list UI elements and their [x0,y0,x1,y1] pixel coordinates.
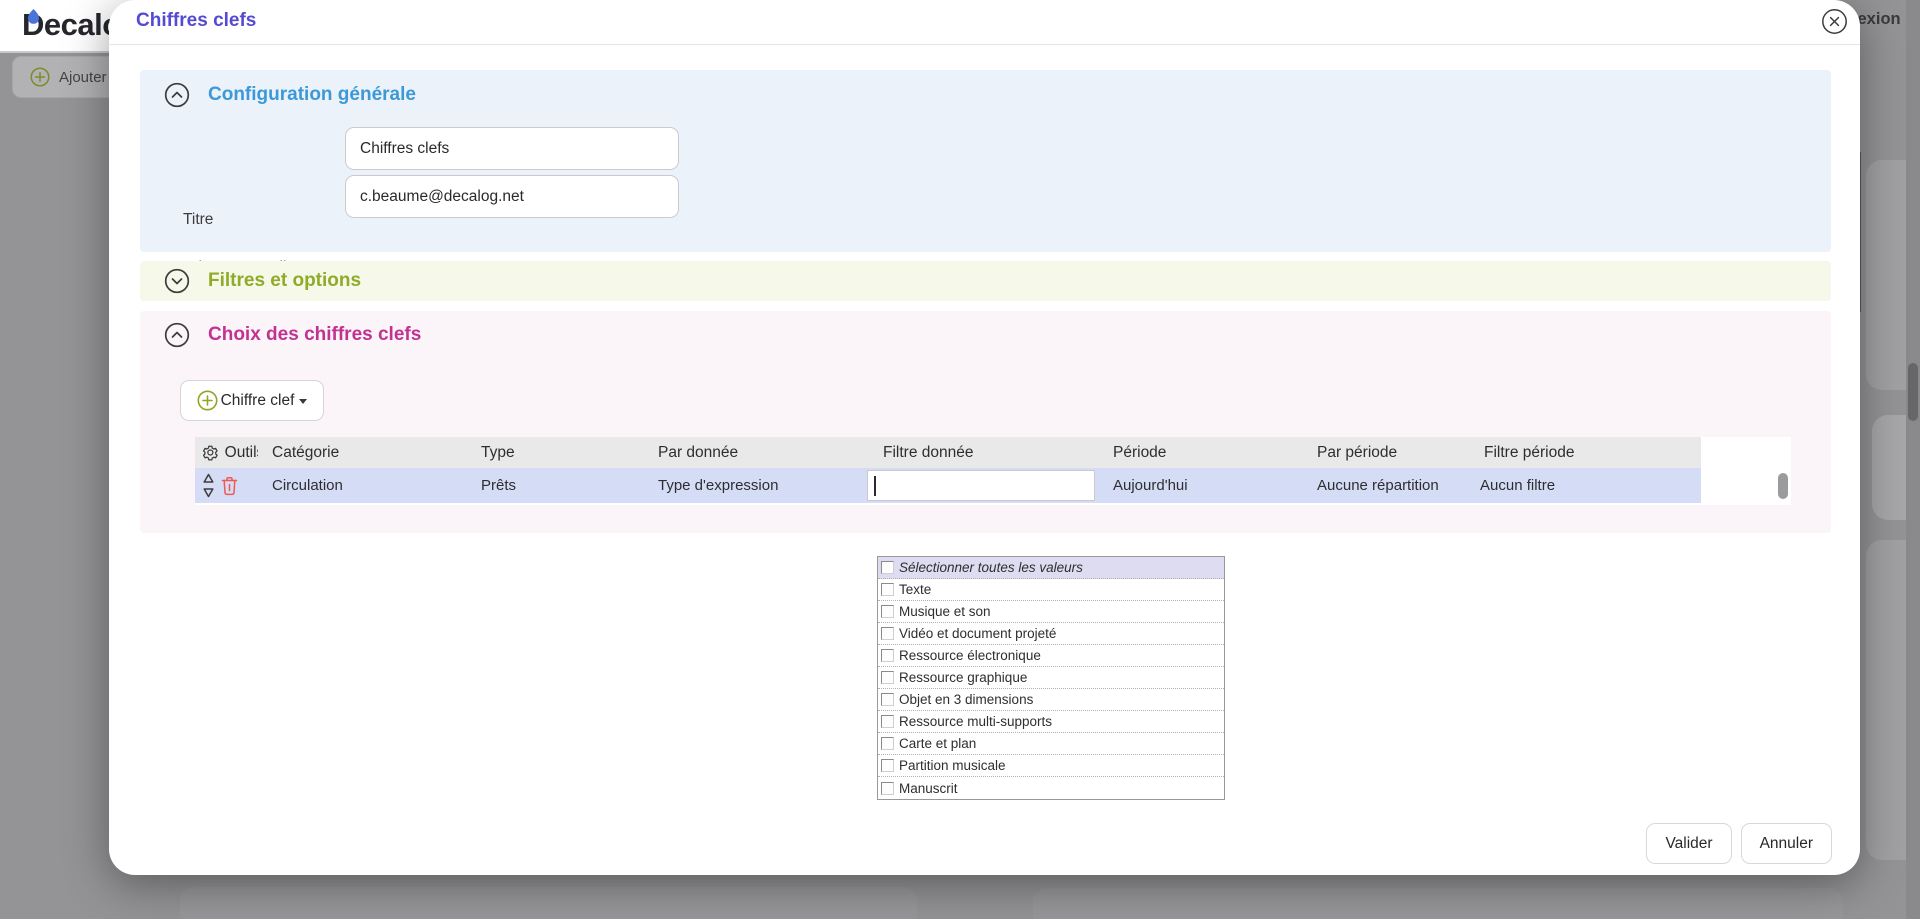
page-scrollbar[interactable] [1906,0,1920,919]
value-list-item[interactable]: Ressource électronique [878,645,1224,667]
chevron-down-circle-icon [164,268,190,294]
column-header: Période [1113,444,1167,461]
chevron-up-circle-icon [164,82,190,108]
checkbox-icon[interactable] [881,693,894,706]
plus-circle-icon [30,67,50,87]
value-list-item[interactable]: Ressource graphique [878,667,1224,689]
value-list-item[interactable]: Ressource multi-supports [878,711,1224,733]
section-filters-header[interactable]: Filtres et options [164,268,361,294]
checkbox-icon[interactable] [881,781,894,795]
row-periode: Aujourd'hui [1113,477,1188,494]
value-list-item[interactable]: Musique et son [878,601,1224,623]
background-card [180,887,917,919]
caret-down-icon [299,399,308,404]
checkbox-icon[interactable] [881,583,894,596]
header-divider [0,51,109,53]
logo-drop-icon [27,9,40,30]
add-button-label: Ajouter [59,68,107,86]
row-filtre-donnee [865,468,1105,503]
checkbox-icon[interactable] [881,605,894,618]
tools-header-cell: Outils [195,437,258,468]
section-general-configuration: Configuration générale Titre Adresse e-m… [140,70,1831,276]
row-par-periode: Aucune répartition [1317,477,1439,494]
filter-value-input[interactable] [867,470,1095,501]
column-header: Filtre période [1484,444,1575,461]
section-keyfigures-header[interactable]: Choix des chiffres clefs [164,322,421,348]
close-icon[interactable] [1821,8,1848,35]
value-list-label: Musique et son [899,604,991,619]
value-list-item[interactable]: Vidéo et document projeté [878,623,1224,645]
value-list-item[interactable]: Partition musicale [878,755,1224,777]
section-filters-options: Filtres et options [140,261,1831,301]
checkbox-icon[interactable] [881,715,894,728]
value-list-label: Vidéo et document projeté [899,626,1057,641]
value-list-label: Texte [899,582,932,597]
value-list-item-select-all[interactable]: Sélectionner toutes les valeurs [878,557,1224,579]
dialog-divider [109,44,1860,45]
checkbox-icon[interactable] [881,561,894,574]
column-header: Par période [1317,444,1398,461]
table-row[interactable]: Circulation Prêts Type d'expression Aujo… [195,468,1701,503]
row-par-donnee: Type d'expression [658,477,779,494]
checkbox-icon[interactable] [881,737,894,750]
value-list-label: Manuscrit [899,780,958,796]
value-list-dropdown: Sélectionner toutes les valeurs Texte Mu… [877,556,1225,800]
value-list-label: Objet en 3 dimensions [899,692,1034,707]
column-header: Filtre donnée [883,444,974,461]
value-list-label: Ressource multi-supports [899,714,1053,729]
plus-circle-icon [197,390,218,411]
table-header-row: Outils Catégorie Type Par donnée Filtre … [195,437,1701,468]
add-key-figure-button[interactable]: Chiffre clef [180,380,324,421]
column-header: Par donnée [658,444,739,461]
validate-button[interactable]: Valider [1646,823,1732,864]
background-card [1033,888,1843,919]
dialog-footer: Valider Annuler [1646,823,1832,864]
email-input[interactable] [345,175,679,218]
value-list-item[interactable]: Texte [878,579,1224,601]
title-field-label: Titre [183,211,214,228]
page-scrollbar-thumb[interactable] [1908,363,1918,421]
title-input[interactable] [345,127,679,170]
add-key-figure-label: Chiffre clef [220,391,295,409]
value-list-item[interactable]: Manuscrit [878,777,1224,799]
section-key-figures-choice: Choix des chiffres clefs Chiffre clef Ou… [140,311,1831,533]
value-list-label: Ressource graphique [899,670,1028,685]
value-list-label: Partition musicale [899,758,1006,773]
section-title: Filtres et options [208,270,362,291]
section-title: Choix des chiffres clefs [208,324,422,345]
row-tools-cell [195,468,258,503]
row-type: Prêts [481,477,517,494]
key-figures-dialog: Chiffres clefs Configuration générale Ti… [109,0,1860,875]
column-header: Catégorie [272,444,340,461]
checkbox-icon[interactable] [881,759,894,772]
key-figures-table: Outils Catégorie Type Par donnée Filtre … [195,437,1791,505]
column-header: Outils [224,444,258,461]
column-header: Type [481,444,515,461]
section-title: Configuration générale [208,84,416,105]
dialog-title: Chiffres clefs [136,10,257,31]
drag-reorder-icon[interactable] [202,472,215,499]
chevron-up-circle-icon [164,322,190,348]
section-general-header[interactable]: Configuration générale [164,82,416,108]
text-caret [874,476,876,496]
gear-icon [202,445,218,461]
value-list-label: Carte et plan [899,736,977,751]
row-filtre-periode: Aucun filtre [1480,477,1556,494]
value-list-item[interactable]: Objet en 3 dimensions [878,689,1224,711]
checkbox-icon[interactable] [881,649,894,662]
value-list-item[interactable]: Carte et plan [878,733,1224,755]
checkbox-icon[interactable] [881,627,894,640]
table-scrollbar-thumb[interactable] [1778,473,1788,499]
trash-icon[interactable] [221,476,238,496]
cancel-button[interactable]: Annuler [1740,823,1832,864]
row-categorie: Circulation [272,477,343,494]
checkbox-icon[interactable] [881,671,894,684]
value-list-label: Ressource électronique [899,648,1041,663]
value-list-label: Sélectionner toutes les valeurs [899,560,1083,575]
